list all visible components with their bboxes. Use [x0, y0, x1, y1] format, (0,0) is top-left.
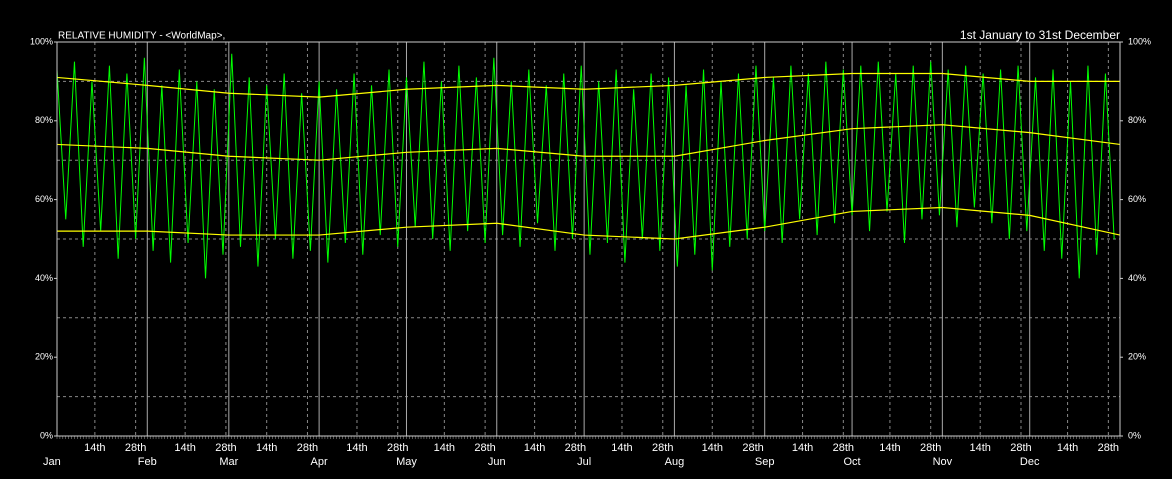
- y-tick-label-right: 40%: [1128, 273, 1146, 283]
- x-tick-label: Jun: [488, 456, 506, 468]
- x-tick-label: Mar: [219, 456, 238, 468]
- plot-border: [56, 41, 1121, 437]
- chart-title: RELATIVE HUMIDITY - <WorldMap>,: [58, 31, 225, 42]
- x-tick-label: Apr: [311, 456, 328, 468]
- y-tick-label: 100%: [30, 36, 53, 46]
- x-minor-label: 28th: [215, 442, 236, 454]
- y-tick-label-right: 0%: [1128, 430, 1141, 440]
- x-minor-label: 14th: [969, 442, 990, 454]
- trend-line: [57, 206, 1121, 240]
- x-tick-label: May: [396, 456, 417, 468]
- y-tick-label: 80%: [35, 115, 53, 125]
- x-minor-label: 28th: [125, 442, 146, 454]
- x-minor-label: 14th: [256, 442, 277, 454]
- x-minor-label: 14th: [524, 442, 545, 454]
- x-minor-label: 28th: [297, 442, 318, 454]
- x-minor-label: 28th: [474, 442, 495, 454]
- trend-line: [56, 72, 1120, 98]
- x-tick-label: Feb: [138, 456, 157, 468]
- x-minor-label: 14th: [702, 442, 723, 454]
- y-tick-label: 0%: [40, 430, 53, 440]
- x-minor-label: 14th: [174, 442, 195, 454]
- chart-subtitle: 1st January to 31st December: [960, 28, 1120, 42]
- y-tick-label-right: 20%: [1128, 352, 1146, 362]
- x-minor-label: 14th: [84, 442, 105, 454]
- humidity-line: [56, 53, 1115, 279]
- x-minor-label: 28th: [387, 442, 408, 454]
- x-minor-label: 14th: [792, 442, 813, 454]
- x-minor-label: 14th: [611, 442, 632, 454]
- x-tick-label: Nov: [933, 456, 953, 468]
- x-minor-label: 14th: [1057, 442, 1078, 454]
- x-tick-label: Sep: [755, 456, 775, 468]
- x-minor-label: 28th: [565, 442, 586, 454]
- x-tick-label: Oct: [844, 456, 861, 468]
- x-tick-label: Aug: [665, 456, 685, 468]
- x-minor-label: 28th: [833, 442, 854, 454]
- y-tick-label-right: 100%: [1128, 36, 1151, 46]
- x-minor-label: 14th: [879, 442, 900, 454]
- trend-line: [56, 124, 1121, 161]
- x-minor-label: 28th: [920, 442, 941, 454]
- x-minor-label: 28th: [652, 442, 673, 454]
- y-tick-label: 40%: [35, 273, 53, 283]
- y-tick-label-right: 80%: [1128, 115, 1146, 125]
- x-minor-label: 14th: [434, 442, 455, 454]
- x-minor-label: 28th: [1010, 442, 1031, 454]
- x-tick-label: Dec: [1020, 456, 1040, 468]
- x-minor-label: 28th: [742, 442, 763, 454]
- y-tick-label: 60%: [35, 194, 53, 204]
- x-tick-label: Jul: [577, 456, 591, 468]
- y-tick-label-right: 60%: [1128, 194, 1146, 204]
- x-tick-label: Jan: [43, 456, 61, 468]
- x-minor-label: 28th: [1098, 442, 1119, 454]
- y-tick-label: 20%: [35, 352, 53, 362]
- x-minor-label: 14th: [346, 442, 367, 454]
